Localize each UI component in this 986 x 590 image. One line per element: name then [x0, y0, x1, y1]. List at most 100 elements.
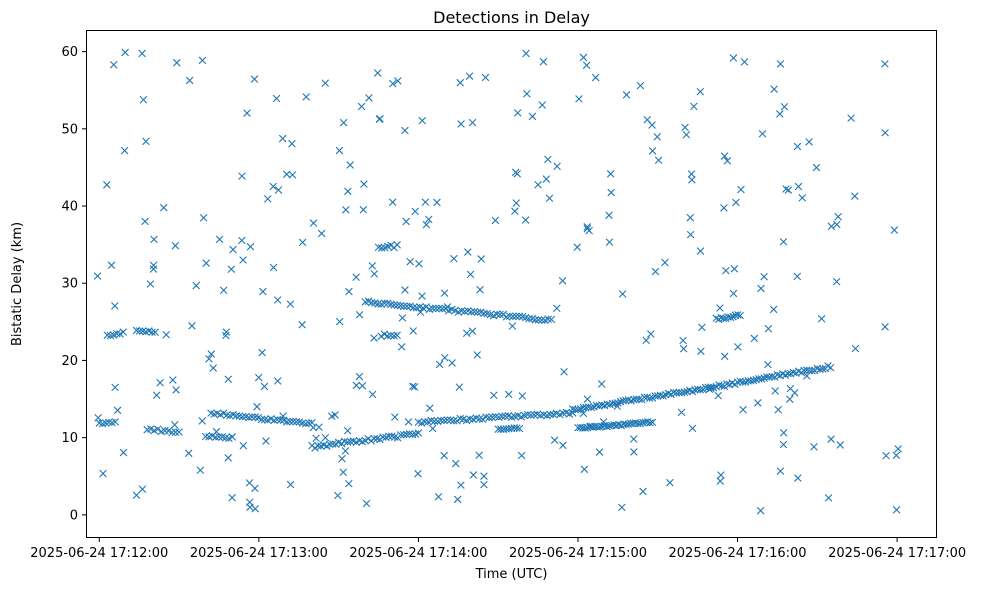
detection-point	[465, 72, 474, 80]
detection-point	[501, 412, 509, 420]
detection-point	[146, 280, 155, 288]
detection-point	[836, 441, 845, 449]
detection-point	[779, 440, 788, 449]
detection-point	[368, 390, 377, 399]
detection-point	[618, 503, 626, 512]
detection-point	[440, 451, 448, 460]
detection-point	[776, 110, 784, 118]
detection-point	[414, 429, 423, 437]
detection-point	[263, 195, 272, 203]
detection-point	[512, 312, 520, 321]
detection-point	[342, 206, 350, 214]
detection-point	[222, 331, 230, 340]
detection-point	[786, 395, 794, 403]
detection-point	[553, 304, 561, 313]
detection-point	[478, 415, 487, 423]
detection-point	[740, 58, 749, 66]
detection-point	[435, 304, 443, 313]
detection-point	[199, 214, 208, 222]
data-points	[93, 48, 902, 515]
detection-point	[375, 115, 384, 123]
detection-point	[892, 451, 901, 460]
detection-point	[333, 491, 342, 500]
detection-point	[782, 185, 790, 193]
detection-point	[435, 360, 444, 369]
detection-point	[428, 424, 437, 433]
detection-point	[292, 418, 301, 426]
detection-point	[215, 433, 223, 441]
detection-point	[250, 75, 259, 83]
detection-point	[377, 332, 385, 341]
detection-point	[224, 375, 233, 384]
detection-point	[630, 448, 638, 456]
detection-point	[172, 58, 181, 67]
detection-point	[538, 101, 547, 109]
detection-point	[440, 353, 449, 362]
detection-point	[184, 449, 193, 458]
detection-point	[698, 323, 706, 332]
detection-point	[881, 128, 889, 137]
detection-point	[768, 372, 776, 381]
detection-point	[491, 216, 500, 225]
detection-point	[150, 235, 158, 244]
detection-point	[639, 487, 647, 496]
detection-point	[228, 433, 237, 441]
detection-point	[881, 60, 889, 68]
detection-point	[717, 471, 725, 479]
y-tick-label: 40	[61, 200, 78, 215]
detection-point	[99, 469, 107, 478]
detection-point	[513, 424, 521, 432]
detection-point	[527, 411, 535, 419]
detection-point	[393, 331, 401, 340]
detection-point	[260, 382, 269, 391]
detection-point	[723, 157, 732, 165]
detection-point	[851, 344, 860, 353]
detection-point	[156, 378, 164, 387]
detection-point	[756, 506, 765, 515]
detection-point	[587, 403, 596, 412]
detection-point	[542, 175, 551, 183]
detection-point	[409, 382, 417, 391]
detection-point	[457, 481, 465, 489]
detection-point	[686, 230, 695, 239]
detection-point	[688, 424, 697, 433]
detection-point	[757, 375, 766, 383]
detection-point	[415, 259, 423, 268]
detection-point	[202, 259, 210, 267]
detection-point	[175, 428, 183, 436]
detection-point	[490, 391, 498, 400]
detection-point	[522, 49, 530, 58]
detection-point	[335, 317, 344, 326]
detection-point	[636, 419, 645, 428]
detection-point	[103, 181, 111, 189]
detection-point	[605, 238, 614, 246]
plot-border	[86, 30, 937, 538]
detection-point	[786, 384, 795, 393]
detection-point	[390, 301, 398, 309]
detection-point	[93, 272, 102, 280]
detection-point	[591, 73, 600, 82]
detection-point	[298, 320, 306, 329]
detection-point	[432, 304, 440, 313]
detection-point	[421, 198, 430, 206]
detection-point	[449, 416, 458, 425]
detection-point	[618, 290, 627, 298]
detection-point	[396, 301, 405, 310]
detection-point	[276, 416, 285, 424]
detection-point	[399, 430, 408, 439]
detection-point	[722, 266, 730, 275]
detection-point	[269, 182, 278, 191]
detection-point	[360, 180, 368, 188]
detection-point	[737, 185, 745, 194]
detection-point	[890, 226, 899, 234]
detection-point	[466, 270, 475, 279]
detection-point	[257, 415, 266, 424]
detection-point	[243, 109, 251, 117]
detection-point	[411, 207, 419, 216]
detection-point	[414, 469, 422, 478]
detection-point	[771, 387, 780, 395]
detection-point	[338, 454, 346, 463]
detection-point	[286, 300, 295, 308]
detection-point	[824, 494, 833, 502]
detection-point	[530, 410, 538, 419]
